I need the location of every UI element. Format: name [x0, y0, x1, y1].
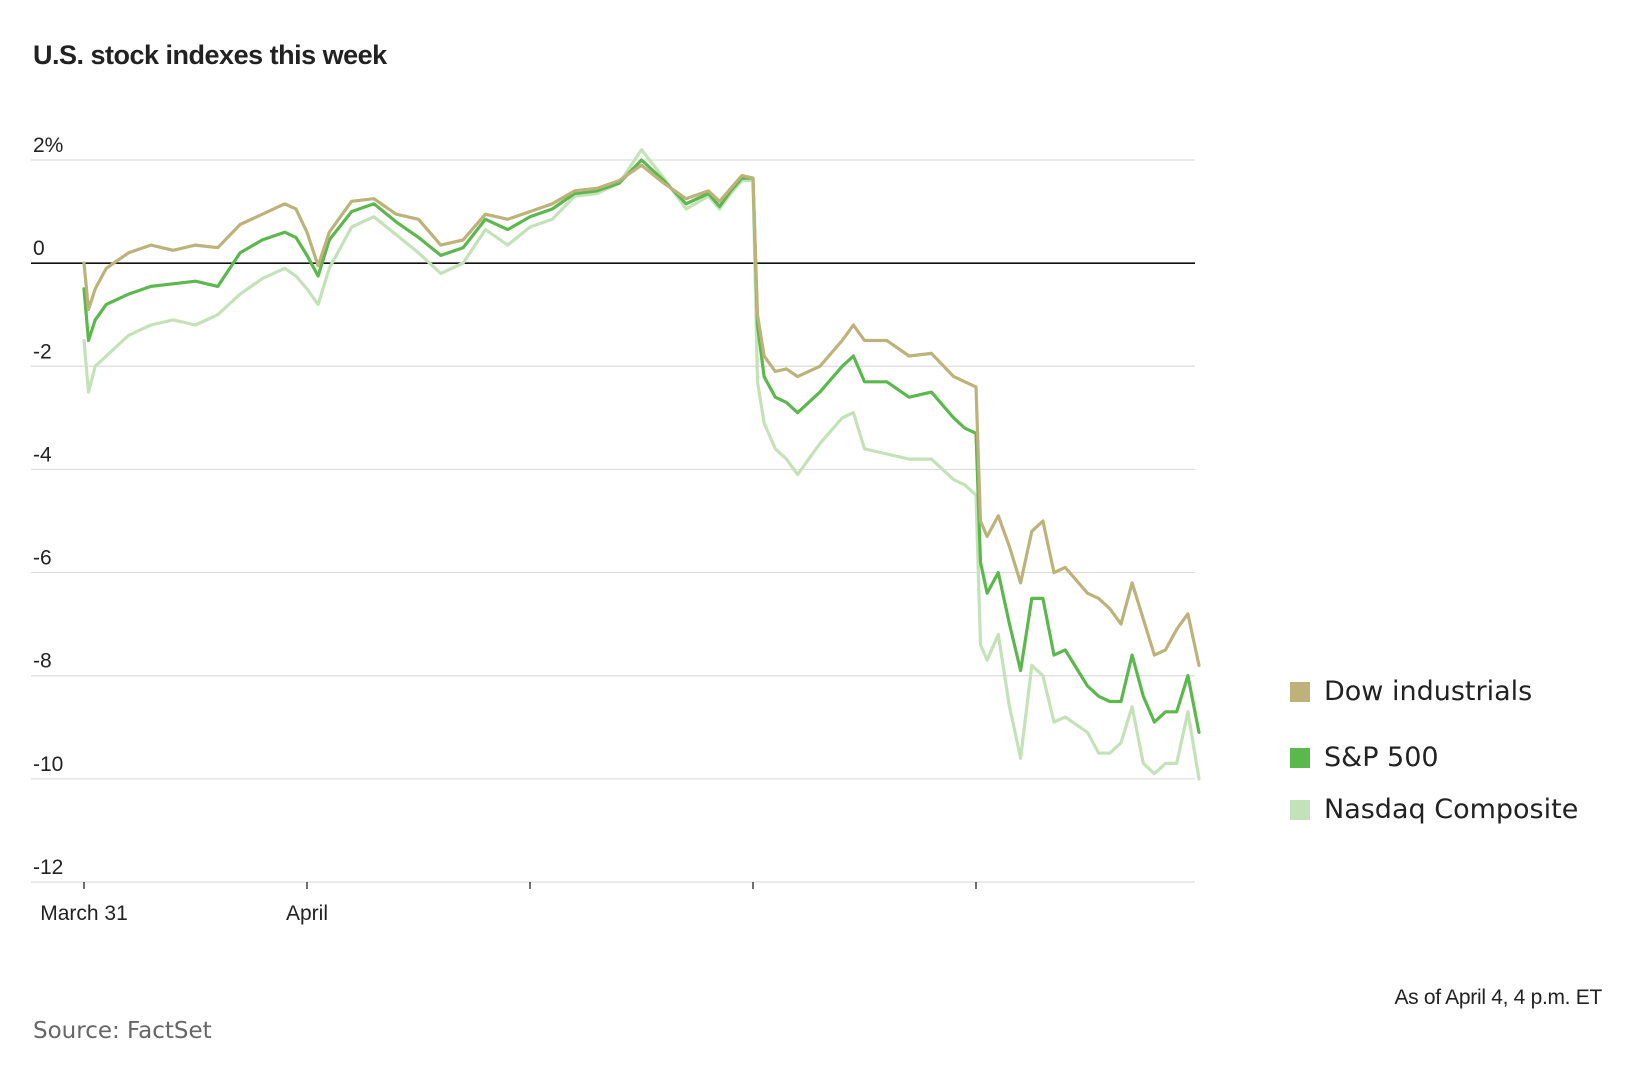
- legend-label-sp500: S&P 500: [1324, 742, 1439, 773]
- y-axis-ticks: 2% 0 -2 -4 -6 -8 -10 -12: [33, 134, 63, 879]
- x-tick-label: March 31: [40, 902, 128, 925]
- y-tick-label: -10: [33, 753, 63, 776]
- legend-swatch-sp500: [1290, 747, 1310, 768]
- series-line-nasdaq: [82, 148, 1201, 781]
- y-tick-label: -2: [33, 340, 52, 363]
- y-tick-label: 2%: [33, 134, 63, 157]
- y-tick-label: -4: [33, 443, 52, 466]
- legend-label-nasdaq: Nasdaq Composite: [1324, 794, 1579, 825]
- series-lines: [82, 148, 1201, 781]
- x-axis: March 31 April: [40, 882, 977, 925]
- timestamp-note: As of April 4, 4 p.m. ET: [1394, 986, 1602, 1009]
- series-line-dow: [82, 163, 1201, 667]
- legend-item-sp500: S&P 500: [1290, 742, 1439, 773]
- chart-title: U.S. stock indexes this week: [33, 40, 387, 70]
- legend-label-dow: Dow industrials: [1324, 676, 1533, 707]
- x-tick-label: April: [286, 902, 328, 925]
- y-tick-label: 0: [33, 237, 45, 260]
- source-note: Source: FactSet: [33, 1018, 212, 1044]
- legend-swatch-dow: [1290, 681, 1310, 702]
- legend-item-nasdaq: Nasdaq Composite: [1290, 794, 1578, 825]
- series-line-sp500: [82, 158, 1201, 734]
- y-tick-label: -6: [33, 547, 52, 570]
- legend-item-dow: Dow industrials: [1290, 676, 1532, 707]
- legend-swatch-nasdaq: [1290, 799, 1310, 820]
- y-tick-label: -8: [33, 650, 52, 673]
- y-tick-label: -12: [33, 856, 63, 879]
- grid-lines: [31, 159, 1195, 883]
